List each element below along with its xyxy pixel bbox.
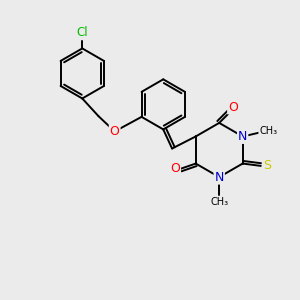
Text: O: O (228, 100, 238, 113)
Text: O: O (170, 162, 180, 175)
Text: N: N (214, 171, 224, 184)
Text: CH₃: CH₃ (210, 197, 228, 207)
Text: N: N (238, 130, 247, 143)
Text: CH₃: CH₃ (259, 126, 277, 136)
Text: S: S (263, 159, 271, 172)
Text: O: O (110, 125, 120, 138)
Text: Cl: Cl (76, 26, 88, 39)
